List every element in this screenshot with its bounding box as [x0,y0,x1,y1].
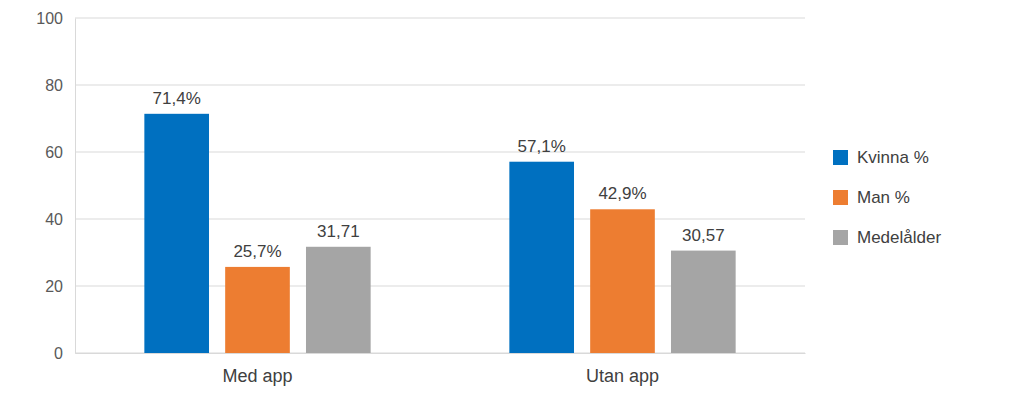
y-tick-label: 40 [45,211,63,228]
y-tick-label: 60 [45,144,63,161]
grid-line [75,18,805,19]
x-axis-line [76,353,806,354]
y-tick: 0 [54,345,75,362]
legend-item: Kvinna % [833,148,929,167]
data-label: 71,4% [153,89,201,108]
y-tick: 20 [45,278,75,295]
x-tick-label: Med app [222,366,292,386]
bar [671,251,736,353]
grid [75,18,805,353]
legend-label: Medelålder [857,228,941,247]
bar [306,247,371,353]
data-label: 25,7% [233,242,281,261]
data-label: 30,57 [682,226,725,245]
legend-item: Medelålder [833,228,941,247]
y-axis: 0 20 40 60 80 100 [36,10,75,362]
y-tick-label: 20 [45,278,63,295]
chart: 0 20 40 60 80 100 Med app Utan app 71,4% 57,1% 25,… [0,0,1012,412]
x-tick-label: Utan app [586,366,659,386]
data-label: 42,9% [598,184,646,203]
legend-label: Kvinna % [857,148,929,167]
y-axis-line [75,19,76,354]
y-tick: 80 [45,77,75,94]
bar [225,267,290,353]
y-tick: 60 [45,144,75,161]
bars [144,114,735,353]
legend-swatch [833,230,848,245]
legend-label: Man % [857,188,910,207]
x-tick: Med app [222,353,292,386]
legend-swatch [833,150,848,165]
y-tick: 40 [45,211,75,228]
x-axis: Med app Utan app [76,353,806,386]
y-tick-label: 80 [45,77,63,94]
data-label: 31,71 [317,222,360,241]
bar [509,162,574,353]
legend: Kvinna % Man % Medelålder [833,148,941,247]
y-tick-label: 0 [54,345,63,362]
grid-line [75,85,805,86]
x-tick: Utan app [586,353,659,386]
bar [144,114,209,353]
legend-swatch [833,190,848,205]
data-label: 57,1% [518,137,566,156]
y-tick: 100 [36,10,75,27]
bar [590,209,655,353]
y-tick-label: 100 [36,10,63,27]
legend-item: Man % [833,188,910,207]
plot: 0 20 40 60 80 100 Med app Utan app 71,4% 57,1% 25,… [36,10,805,386]
data-labels: 71,4% 57,1% 25,7% 42,9% 31,71 30,57 [153,89,725,261]
